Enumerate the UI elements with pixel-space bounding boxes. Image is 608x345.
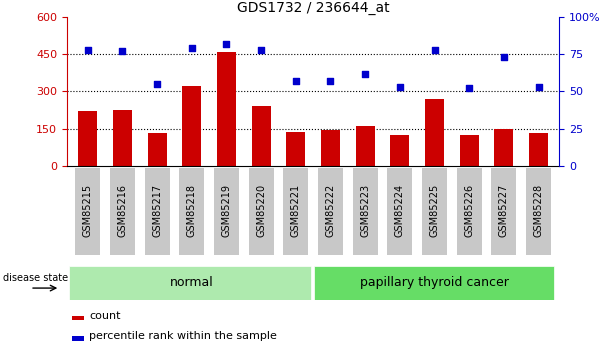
- Text: GSM85227: GSM85227: [499, 184, 509, 237]
- Text: normal: normal: [170, 276, 213, 289]
- Text: GSM85228: GSM85228: [534, 184, 544, 237]
- FancyBboxPatch shape: [318, 168, 343, 255]
- Text: papillary thyroid cancer: papillary thyroid cancer: [360, 276, 509, 289]
- FancyBboxPatch shape: [145, 168, 170, 255]
- Bar: [529, 134, 548, 166]
- FancyBboxPatch shape: [214, 168, 239, 255]
- FancyBboxPatch shape: [249, 168, 274, 255]
- Bar: [390, 135, 409, 166]
- Text: disease state: disease state: [4, 273, 69, 283]
- FancyBboxPatch shape: [387, 168, 412, 255]
- FancyBboxPatch shape: [422, 168, 447, 255]
- Text: GSM85224: GSM85224: [395, 184, 405, 237]
- Bar: [69, 266, 311, 300]
- Point: [430, 47, 440, 53]
- Bar: [425, 99, 444, 166]
- FancyBboxPatch shape: [457, 168, 482, 255]
- Text: GSM85223: GSM85223: [360, 184, 370, 237]
- Text: percentile rank within the sample: percentile rank within the sample: [89, 331, 277, 341]
- Point: [465, 86, 474, 91]
- Text: GSM85221: GSM85221: [291, 184, 301, 237]
- Bar: [78, 111, 97, 166]
- FancyBboxPatch shape: [353, 168, 378, 255]
- Bar: [148, 134, 167, 166]
- Point: [291, 78, 300, 84]
- Point: [326, 78, 336, 84]
- Text: GSM85215: GSM85215: [83, 184, 92, 237]
- Text: GSM85219: GSM85219: [221, 184, 232, 237]
- Text: GSM85225: GSM85225: [429, 184, 440, 237]
- Bar: [286, 132, 305, 166]
- Point: [395, 84, 405, 90]
- Point: [117, 49, 127, 54]
- Bar: [72, 316, 84, 320]
- Text: GSM85218: GSM85218: [187, 184, 197, 237]
- Text: GSM85226: GSM85226: [464, 184, 474, 237]
- FancyBboxPatch shape: [110, 168, 135, 255]
- FancyBboxPatch shape: [283, 168, 308, 255]
- Bar: [252, 106, 271, 166]
- Point: [534, 84, 544, 90]
- Point: [221, 41, 231, 47]
- Text: count: count: [89, 311, 120, 321]
- Bar: [321, 130, 340, 166]
- Text: GSM85220: GSM85220: [256, 184, 266, 237]
- FancyBboxPatch shape: [526, 168, 551, 255]
- FancyBboxPatch shape: [75, 168, 100, 255]
- Bar: [72, 336, 84, 341]
- Bar: [182, 87, 201, 166]
- Point: [152, 81, 162, 87]
- Bar: [314, 266, 554, 300]
- Bar: [494, 129, 513, 166]
- Point: [499, 55, 509, 60]
- Point: [256, 47, 266, 53]
- Point: [361, 71, 370, 76]
- Bar: [113, 110, 132, 166]
- Text: GSM85222: GSM85222: [325, 184, 336, 237]
- Text: GSM85217: GSM85217: [152, 184, 162, 237]
- FancyBboxPatch shape: [491, 168, 516, 255]
- Bar: [356, 126, 375, 166]
- FancyBboxPatch shape: [179, 168, 204, 255]
- Text: GSM85216: GSM85216: [117, 184, 127, 237]
- Bar: [217, 52, 236, 166]
- Title: GDS1732 / 236644_at: GDS1732 / 236644_at: [237, 1, 390, 15]
- Point: [83, 47, 92, 53]
- Bar: [460, 135, 478, 166]
- Point: [187, 46, 196, 51]
